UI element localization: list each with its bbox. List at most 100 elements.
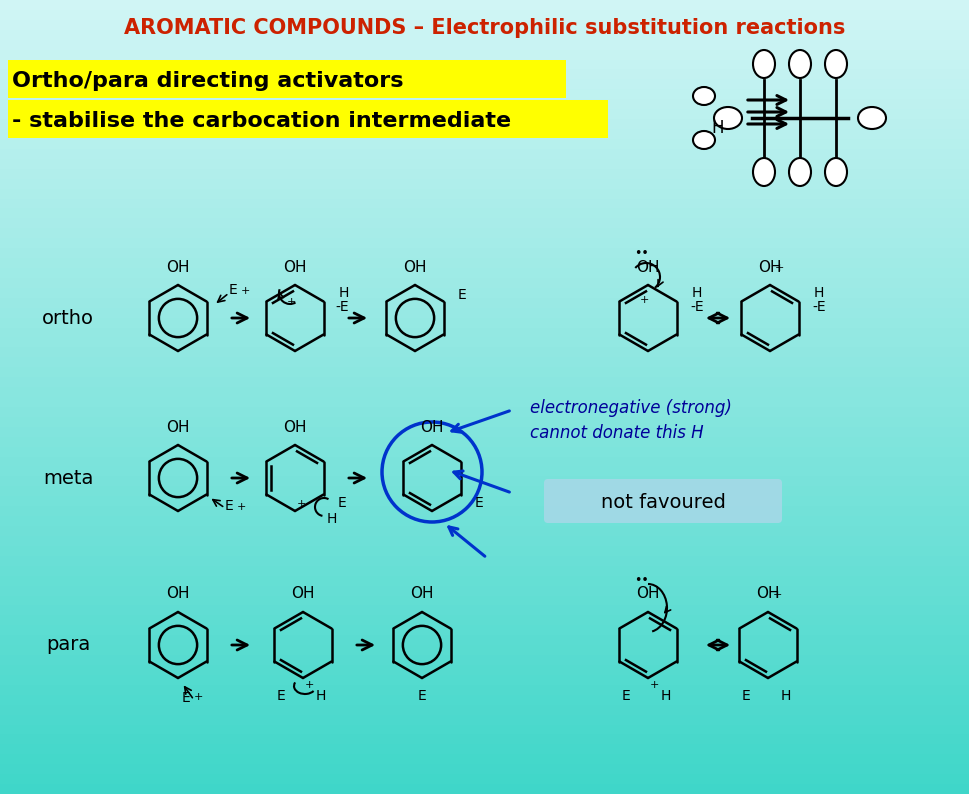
- Bar: [0, 29, 969, 40]
- Text: E: E: [741, 689, 750, 703]
- Bar: [0, 626, 969, 636]
- Bar: [0, 258, 969, 269]
- Bar: [0, 576, 969, 587]
- Text: OH: OH: [636, 587, 659, 602]
- Text: meta: meta: [43, 468, 93, 488]
- Text: OH: OH: [283, 260, 306, 275]
- Bar: [0, 248, 969, 259]
- Text: OH: OH: [420, 419, 443, 434]
- Bar: [0, 49, 969, 60]
- Bar: [0, 377, 969, 388]
- Text: AROMATIC COMPOUNDS – Electrophilic substitution reactions: AROMATIC COMPOUNDS – Electrophilic subst…: [124, 18, 845, 38]
- Text: H: H: [780, 689, 791, 703]
- Bar: [0, 90, 969, 100]
- Ellipse shape: [692, 131, 714, 149]
- Bar: [0, 129, 969, 140]
- Bar: [0, 486, 969, 497]
- Text: E: E: [225, 499, 234, 513]
- Bar: [0, 754, 969, 765]
- Ellipse shape: [825, 50, 846, 78]
- Bar: [0, 764, 969, 775]
- Text: E: E: [621, 689, 630, 703]
- Bar: [0, 229, 969, 239]
- Bar: [0, 0, 969, 11]
- Text: ••: ••: [634, 247, 648, 260]
- Bar: [0, 695, 969, 706]
- Bar: [0, 507, 969, 517]
- Bar: [0, 169, 969, 179]
- Text: +: +: [774, 263, 784, 273]
- Bar: [0, 40, 969, 51]
- Text: -E: -E: [811, 300, 825, 314]
- Text: electronegative (strong): electronegative (strong): [529, 399, 732, 417]
- Bar: [0, 526, 969, 537]
- Text: +: +: [304, 680, 314, 690]
- Text: H: H: [316, 689, 326, 703]
- Bar: [0, 446, 969, 457]
- Text: +: +: [649, 680, 659, 690]
- Ellipse shape: [788, 50, 810, 78]
- Bar: [0, 397, 969, 408]
- Text: H: H: [327, 512, 337, 526]
- Bar: [0, 348, 969, 358]
- Bar: [0, 565, 969, 576]
- Text: H: H: [813, 286, 824, 300]
- Text: OH: OH: [166, 587, 190, 602]
- Bar: [0, 79, 969, 91]
- Bar: [0, 784, 969, 794]
- Text: E: E: [229, 283, 237, 297]
- FancyBboxPatch shape: [8, 60, 566, 98]
- Bar: [0, 705, 969, 715]
- Bar: [0, 327, 969, 338]
- Ellipse shape: [752, 158, 774, 186]
- FancyBboxPatch shape: [8, 100, 608, 138]
- Bar: [0, 179, 969, 190]
- Bar: [0, 556, 969, 567]
- Bar: [0, 387, 969, 398]
- Ellipse shape: [858, 107, 885, 129]
- Bar: [0, 467, 969, 477]
- Text: H: H: [691, 286, 702, 300]
- Bar: [0, 546, 969, 557]
- Text: E: E: [276, 689, 285, 703]
- Bar: [0, 734, 969, 746]
- Bar: [0, 99, 969, 110]
- Text: ortho: ortho: [42, 309, 94, 327]
- Bar: [0, 457, 969, 468]
- Bar: [0, 337, 969, 349]
- Text: cannot donate this H: cannot donate this H: [529, 424, 703, 442]
- Text: OH: OH: [410, 587, 433, 602]
- Bar: [0, 675, 969, 686]
- Text: +: +: [240, 286, 250, 296]
- Text: OH: OH: [756, 587, 779, 602]
- Bar: [0, 496, 969, 507]
- Text: OH: OH: [636, 260, 659, 275]
- Bar: [0, 655, 969, 666]
- Bar: [0, 159, 969, 170]
- Bar: [0, 615, 969, 626]
- Bar: [0, 268, 969, 279]
- Bar: [0, 70, 969, 80]
- Bar: [0, 476, 969, 488]
- Bar: [0, 586, 969, 596]
- Text: -E: -E: [335, 300, 349, 314]
- Text: Ortho/para directing activators: Ortho/para directing activators: [12, 71, 403, 91]
- Text: +: +: [297, 499, 306, 509]
- Bar: [0, 357, 969, 368]
- Text: OH: OH: [758, 260, 781, 275]
- Text: E: E: [418, 689, 426, 703]
- Bar: [0, 119, 969, 130]
- Text: E: E: [181, 691, 190, 705]
- Text: OH: OH: [166, 419, 190, 434]
- Bar: [0, 139, 969, 150]
- Bar: [0, 774, 969, 785]
- Bar: [0, 238, 969, 249]
- Bar: [0, 407, 969, 418]
- Bar: [0, 367, 969, 378]
- Bar: [0, 665, 969, 676]
- Ellipse shape: [692, 87, 714, 105]
- Bar: [0, 109, 969, 120]
- Bar: [0, 288, 969, 299]
- Bar: [0, 189, 969, 199]
- Bar: [0, 218, 969, 229]
